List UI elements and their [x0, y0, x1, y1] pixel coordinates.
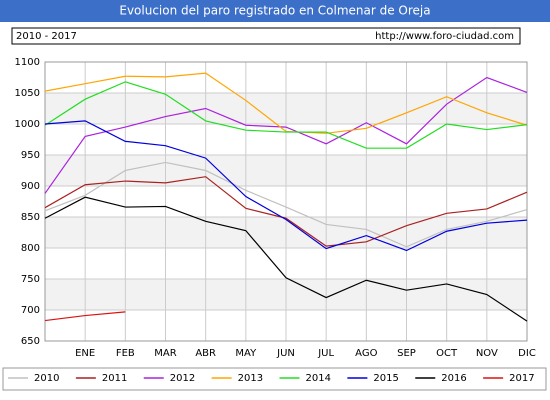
- x-tick-label: MAY: [235, 348, 257, 359]
- y-tick-label: 850: [21, 212, 40, 223]
- legend-label: 2013: [238, 373, 263, 384]
- series-line: [44, 72, 528, 134]
- legend-label: 2012: [170, 373, 195, 384]
- plot-border: [44, 61, 528, 342]
- legend-label: 2011: [102, 373, 127, 384]
- x-tick-label: MAR: [154, 348, 176, 359]
- y-tick-label: 900: [21, 181, 40, 192]
- x-tick-label: DIC: [518, 348, 536, 359]
- chart-title: Evolucion del paro registrado en Colmena…: [119, 4, 430, 18]
- legend-label: 2015: [373, 373, 398, 384]
- x-tick-label: ABR: [195, 348, 216, 359]
- x-tick-label: FEB: [116, 348, 135, 359]
- y-tick-label: 700: [21, 305, 40, 316]
- info-box: [11, 27, 521, 45]
- x-tick-label: SEP: [397, 348, 416, 359]
- series-line: [44, 161, 528, 248]
- legend-label: 2017: [509, 373, 534, 384]
- x-tick-label: NOV: [476, 348, 498, 359]
- series-line: [44, 81, 528, 149]
- subtitle: 2010 - 2017: [16, 31, 77, 42]
- title-bar: [0, 0, 550, 22]
- series-line: [44, 120, 528, 252]
- x-tick-label: OCT: [436, 348, 458, 359]
- x-tick-label: JUL: [317, 348, 334, 359]
- y-tick-label: 1050: [15, 88, 40, 99]
- legend-box: [2, 367, 547, 391]
- y-tick-label: 950: [21, 150, 40, 161]
- series-line: [44, 196, 528, 322]
- x-tick-label: AGO: [355, 348, 377, 359]
- series-line: [44, 311, 126, 322]
- series-line: [44, 176, 528, 247]
- y-tick-label: 1100: [15, 57, 40, 68]
- source: http://www.foro-ciudad.com: [375, 31, 514, 42]
- x-tick-label: JUN: [276, 348, 295, 359]
- y-tick-label: 800: [21, 243, 40, 254]
- y-tick-label: 750: [21, 274, 40, 285]
- legend-label: 2010: [34, 373, 59, 384]
- x-tick-label: ENE: [75, 348, 95, 359]
- series-line: [44, 76, 528, 194]
- y-tick-label: 1000: [15, 119, 40, 130]
- y-tick-label: 650: [21, 336, 40, 347]
- legend-label: 2014: [306, 373, 331, 384]
- legend-label: 2016: [441, 373, 466, 384]
